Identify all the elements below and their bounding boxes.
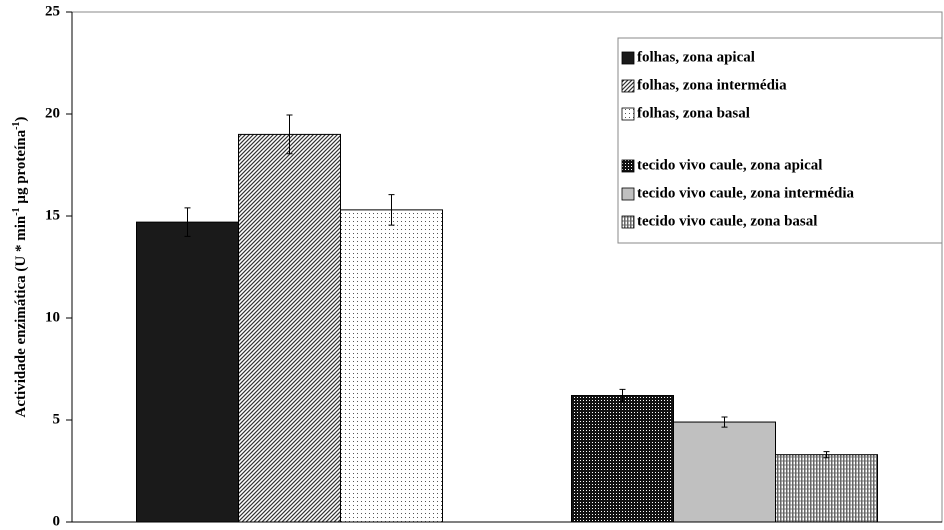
y-label-part: -1 — [11, 207, 22, 215]
y-tick-label: 0 — [53, 513, 61, 529]
legend-swatch — [621, 107, 635, 121]
error-bar — [721, 416, 728, 428]
legend-swatch — [621, 187, 635, 201]
legend-swatch — [621, 51, 635, 65]
y-tick-label: 15 — [45, 207, 60, 223]
y-tick-label: 5 — [53, 411, 61, 427]
legend-label: tecido vivo caule, zona basal — [637, 213, 817, 229]
legend-label: tecido vivo caule, zona intermédia — [637, 185, 855, 201]
y-axis-label: Actividade enzimática (U * min-1 µg prot… — [11, 117, 30, 418]
legend-label: folhas, zona intermédia — [637, 77, 787, 93]
y-tick-label: 25 — [45, 3, 60, 19]
legend-box — [617, 37, 943, 244]
bar — [571, 395, 674, 523]
legend-label: folhas, zona apical — [637, 49, 755, 65]
bar — [238, 133, 341, 523]
bar — [775, 454, 878, 523]
y-label-part: -1 — [11, 122, 22, 130]
bar — [340, 209, 443, 523]
error-bar — [823, 451, 830, 459]
legend-swatch — [621, 159, 635, 173]
error-bar — [388, 194, 395, 226]
legend-swatch — [621, 215, 635, 229]
error-bar — [286, 114, 293, 155]
legend-swatch — [621, 79, 635, 93]
y-label-part: Actividade enzimática (U * min — [13, 215, 29, 417]
error-bar — [619, 388, 626, 403]
y-label-part: ) — [13, 117, 29, 122]
error-bar — [184, 207, 191, 237]
legend-label: tecido vivo caule, zona apical — [637, 157, 822, 173]
legend-label: folhas, zona basal — [637, 105, 750, 121]
y-tick-label: 10 — [45, 309, 60, 325]
bar — [673, 421, 776, 523]
y-tick-label: 20 — [45, 105, 60, 121]
bar — [136, 221, 239, 523]
y-label-part: µg proteína — [13, 129, 29, 207]
